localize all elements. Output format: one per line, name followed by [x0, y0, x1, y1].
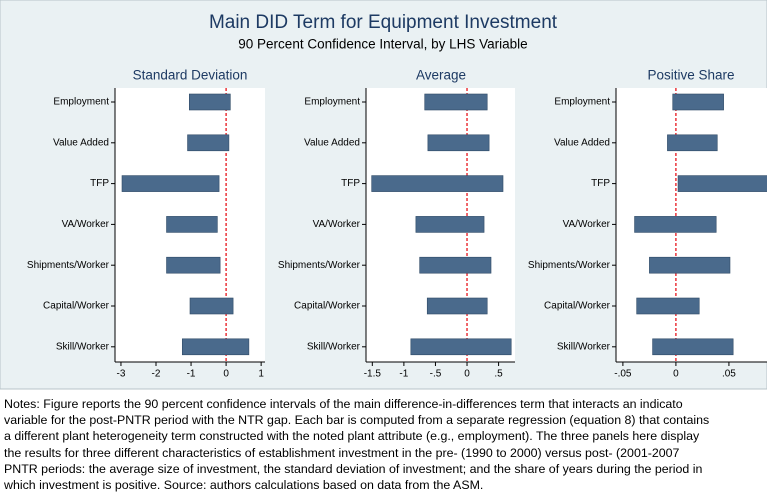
y-tick-label: TFP [90, 178, 109, 189]
x-tick-label: -.05 [614, 369, 632, 380]
x-tick-label: 0 [464, 369, 470, 380]
x-tick-label: 0 [673, 369, 679, 380]
bar [427, 134, 490, 152]
panel-title: Average [416, 68, 466, 83]
note-line: the results for three different characte… [4, 445, 680, 460]
x-tick-label: 1 [258, 369, 264, 380]
x-tick-label: -.5 [430, 369, 442, 380]
bar [426, 297, 488, 315]
x-tick-label: .5 [494, 369, 503, 380]
y-tick-label: Capital/Worker [544, 301, 611, 312]
y-tick-label: Value Added [53, 137, 109, 148]
y-tick-label: Shipments/Worker [27, 260, 110, 271]
note-line: a different plant heterogeneity term con… [4, 429, 700, 444]
x-tick-label: -1 [187, 369, 196, 380]
bar [166, 256, 221, 274]
x-tick-label: -1 [399, 369, 408, 380]
bar [415, 216, 485, 233]
x-tick-label: -2 [152, 369, 161, 380]
y-tick-label: Employment [554, 97, 610, 108]
y-tick-label: Skill/Worker [557, 341, 611, 352]
x-tick-label: -3 [117, 369, 126, 380]
x-tick-label: -1.5 [364, 369, 382, 380]
bar [652, 338, 734, 356]
bar [371, 175, 504, 192]
y-tick-label: VA/Worker [62, 219, 110, 230]
chart: Main DID Term for Equipment Investment 9… [0, 0, 767, 390]
bar [667, 134, 718, 152]
bar [649, 256, 731, 274]
bar [188, 93, 231, 111]
y-tick-label: VA/Worker [313, 219, 361, 230]
y-tick-label: TFP [341, 178, 360, 189]
bar [189, 297, 234, 315]
bar [636, 297, 700, 315]
y-tick-label: Value Added [304, 137, 360, 148]
y-tick-label: Shipments/Worker [278, 260, 361, 271]
bar [424, 93, 488, 111]
bar [419, 256, 492, 274]
chart-title: Main DID Term for Equipment Investment [209, 12, 558, 33]
note-line: variable for the post-PNTR period with t… [4, 413, 710, 428]
y-tick-label: Capital/Worker [294, 301, 361, 312]
y-tick-label: VA/Worker [563, 219, 611, 230]
y-tick-label: Capital/Worker [43, 301, 110, 312]
y-tick-label: Skill/Worker [56, 341, 110, 352]
bar [677, 175, 767, 192]
y-tick-label: Value Added [554, 137, 610, 148]
bar [672, 93, 724, 111]
panel-title: Positive Share [647, 68, 734, 83]
y-tick-label: Shipments/Worker [528, 260, 611, 271]
note-line: which investment is positive. Source: au… [4, 478, 484, 493]
bar [166, 216, 218, 233]
bar [410, 338, 512, 356]
bar [181, 338, 250, 356]
y-tick-label: Employment [53, 97, 109, 108]
y-tick-label: Employment [304, 97, 360, 108]
note-line: Notes: Figure reports the 90 percent con… [4, 397, 683, 411]
chart-subtitle: 90 Percent Confidence Interval, by LHS V… [238, 37, 527, 52]
x-tick-label: 0 [223, 369, 229, 380]
notes: Notes: Figure reports the 90 percent con… [4, 396, 767, 493]
bar [634, 216, 717, 233]
note-line: PNTR periods: the average size of invest… [4, 461, 703, 476]
panel-title: Standard Deviation [133, 68, 248, 83]
y-tick-label: Skill/Worker [307, 341, 361, 352]
y-tick-label: TFP [591, 178, 610, 189]
bar [187, 134, 230, 152]
bar [121, 175, 220, 192]
x-tick-label: .05 [722, 369, 736, 380]
